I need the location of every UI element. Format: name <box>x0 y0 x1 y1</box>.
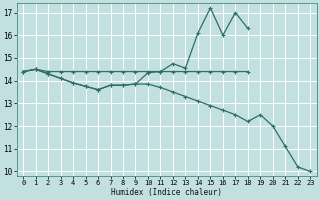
X-axis label: Humidex (Indice chaleur): Humidex (Indice chaleur) <box>111 188 222 197</box>
